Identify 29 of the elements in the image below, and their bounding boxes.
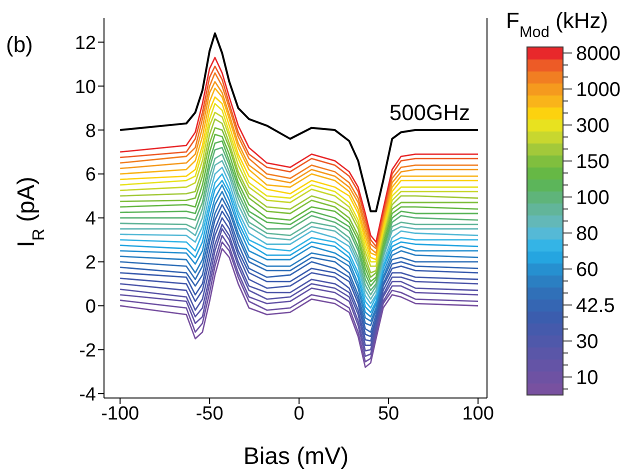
y-tick-label: 2 [85, 252, 96, 274]
legend-label: 300 [576, 115, 610, 137]
y-tick-label: 12 [74, 32, 96, 54]
legend-label: 42.5 [576, 295, 615, 317]
legend-title: F$_{Mod}$ (kHz) [506, 8, 608, 40]
legend-label: 8000 [576, 43, 620, 65]
legend-label: 80 [576, 223, 598, 245]
series-label: 500GHz [389, 100, 470, 126]
x-axis-title: Bias (mV) [243, 443, 349, 470]
y-tick-label: 0 [85, 296, 96, 318]
y-tick-label: 8 [85, 120, 96, 142]
x-tick-label: 50 [378, 403, 400, 424]
y-tick-label: 10 [74, 76, 96, 98]
x-tick-label: 0 [294, 403, 304, 424]
x-tick-label: -100 [101, 403, 140, 424]
legend-label: 30 [576, 331, 598, 353]
legend-label: 10 [576, 367, 598, 389]
legend-label: 1000 [576, 79, 620, 101]
text: (b) [6, 32, 33, 57]
line-series [119, 32, 480, 212]
legend-label: 150 [576, 151, 610, 173]
y-tick-label: 6 [85, 164, 96, 186]
y-tick-label: -4 [79, 384, 96, 406]
legend-label: 60 [576, 259, 598, 281]
x-tick-label: 100 [462, 403, 494, 424]
legend-label: 100 [576, 187, 610, 209]
x-tick-label: -50 [196, 403, 224, 424]
y-tick-label: -2 [79, 340, 96, 362]
y-tick-label: 4 [85, 208, 96, 230]
